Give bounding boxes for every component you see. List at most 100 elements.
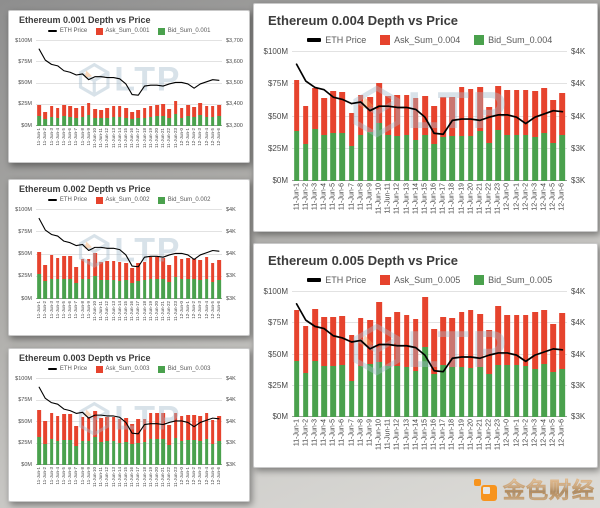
- bar-ask-segment: [186, 104, 190, 116]
- y-axis-tick-left: $100M: [15, 206, 32, 213]
- x-axis-label: 12-Jun-4: [203, 301, 209, 319]
- x-axis-label: 11-Jun-22: [485, 419, 493, 451]
- y-axis-tick-left: $75M: [18, 397, 32, 404]
- x-axis-label: 11-Jun-4: [320, 183, 328, 211]
- chart-title: Ethereum 0.005 Depth vs Price: [268, 253, 459, 268]
- y-axis-tick-right: $3K: [571, 380, 586, 390]
- bar-ask-segment: [161, 103, 165, 116]
- bar-ask-segment: [204, 105, 209, 117]
- bar-ask-segment: [198, 259, 203, 281]
- legend-label: Ask_Sum_0.003: [105, 366, 150, 373]
- bar-ask-segment: [179, 415, 184, 441]
- bar-ask-segment: [550, 323, 557, 372]
- bar-ask-segment: [422, 297, 428, 347]
- x-axis-label: 12-Jun-6: [215, 301, 221, 319]
- bar-bid-segment: [192, 279, 196, 299]
- bar-ask-segment: [477, 86, 483, 131]
- bar-bid-segment: [495, 364, 502, 417]
- bar-ask-segment: [217, 259, 221, 281]
- bar-ask-segment: [49, 105, 54, 117]
- bar-ask-segment: [348, 335, 355, 382]
- bar-ask-segment: [93, 410, 97, 438]
- bar-bid-segment: [357, 134, 364, 181]
- y-axis-tick-left: $0M: [272, 176, 288, 186]
- bar-bid-segment: [43, 443, 48, 465]
- x-axis-label: 11-Jun-6: [338, 183, 346, 211]
- bar-ask-segment: [49, 254, 54, 279]
- gridline: [36, 399, 222, 401]
- y-axis-tick-left: $25M: [18, 101, 32, 108]
- legend-label: ETH Price: [325, 275, 367, 285]
- bar-ask-segment: [111, 106, 116, 117]
- bar-bid-segment: [385, 135, 392, 181]
- bar-bid-segment: [541, 133, 547, 181]
- bar-ask-segment: [117, 418, 122, 443]
- x-axis-label: 11-Jun-18: [448, 183, 456, 215]
- bar-bid-segment: [477, 367, 483, 417]
- bar-ask-segment: [80, 106, 85, 117]
- x-axis-label: 12-Jun-0: [178, 128, 184, 146]
- x-axis-label: 11-Jun-10: [375, 183, 383, 215]
- bid-swatch-icon: [158, 197, 166, 204]
- bar-bid-segment: [513, 134, 520, 181]
- price-line-swatch-icon: [306, 38, 322, 42]
- x-axis-label: 11-Jun-7: [73, 467, 79, 485]
- bar-bid-segment: [293, 130, 300, 181]
- x-axis-label: 12-Jun-3: [531, 419, 539, 447]
- bar-bid-segment: [192, 440, 196, 465]
- bar-bid-segment: [440, 365, 447, 417]
- bar-ask-segment: [124, 263, 128, 281]
- eth-price-line: [36, 210, 222, 299]
- x-axis-label: 11-Jun-7: [348, 419, 356, 447]
- plot-area: LTP: [36, 209, 222, 299]
- bar-bid-segment: [124, 117, 128, 126]
- bar-ask-segment: [99, 109, 103, 119]
- x-axis-label: 12-Jun-2: [190, 301, 196, 319]
- bar-ask-segment: [136, 109, 141, 119]
- bar-bid-segment: [93, 117, 97, 126]
- bar-bid-segment: [142, 117, 147, 126]
- bar-bid-segment: [136, 118, 141, 126]
- y-axis-tick-right: $3K: [571, 143, 586, 153]
- bar-bid-segment: [376, 122, 382, 181]
- bar-ask-segment: [541, 309, 547, 364]
- bar-bid-segment: [321, 365, 327, 417]
- y-axis-tick-right: $4K: [226, 418, 236, 425]
- x-axis-label: 11-Jun-16: [128, 467, 134, 487]
- bar-ask-segment: [486, 329, 492, 374]
- bar-bid-segment: [105, 280, 110, 299]
- golden-finance-logo: 金色财经: [473, 473, 595, 505]
- bar-bid-segment: [55, 440, 60, 465]
- x-axis-label: 11-Jun-20: [467, 183, 475, 215]
- x-axis-label: 11-Jun-9: [366, 419, 374, 447]
- price-line-swatch-icon: [306, 278, 322, 282]
- bar-bid-segment: [550, 142, 557, 181]
- bar-ask-segment: [173, 101, 178, 115]
- bar-bid-segment: [495, 130, 502, 181]
- bar-ask-segment: [422, 95, 428, 136]
- gridline: [292, 147, 567, 149]
- chart-legend: ETH Price Ask_Sum_0.003 Bid_Sum_0.003: [36, 366, 222, 373]
- y-axis-tick-left: $50M: [18, 80, 32, 87]
- x-axis-label: 11-Jun-18: [141, 301, 147, 321]
- y-axis-tick-left: $0M: [21, 295, 32, 302]
- bar-ask-segment: [37, 104, 41, 116]
- bar-bid-segment: [161, 115, 165, 126]
- legend-label: Ask_Sum_0.005: [394, 275, 461, 285]
- x-axis-label: 11-Jun-22: [166, 301, 172, 321]
- x-axis-label: 11-Jun-3: [48, 467, 54, 485]
- gridline: [292, 83, 567, 85]
- bar-ask-segment: [62, 104, 66, 116]
- y-axis-tick-right: $3K: [571, 412, 586, 422]
- bar-ask-segment: [486, 107, 492, 143]
- bar-ask-segment: [37, 251, 41, 275]
- x-axis-label: 11-Jun-21: [159, 301, 165, 321]
- x-axis-label: 11-Jun-11: [384, 183, 392, 214]
- x-axis-label: 11-Jun-9: [366, 183, 374, 211]
- bar-ask-segment: [559, 312, 566, 369]
- legend-label: Bid_Sum_0.001: [167, 28, 211, 35]
- bar-bid-segment: [412, 370, 419, 417]
- golden-finance-icon: [473, 477, 498, 502]
- bar-ask-segment: [55, 108, 60, 118]
- bar-bid-segment: [403, 367, 410, 417]
